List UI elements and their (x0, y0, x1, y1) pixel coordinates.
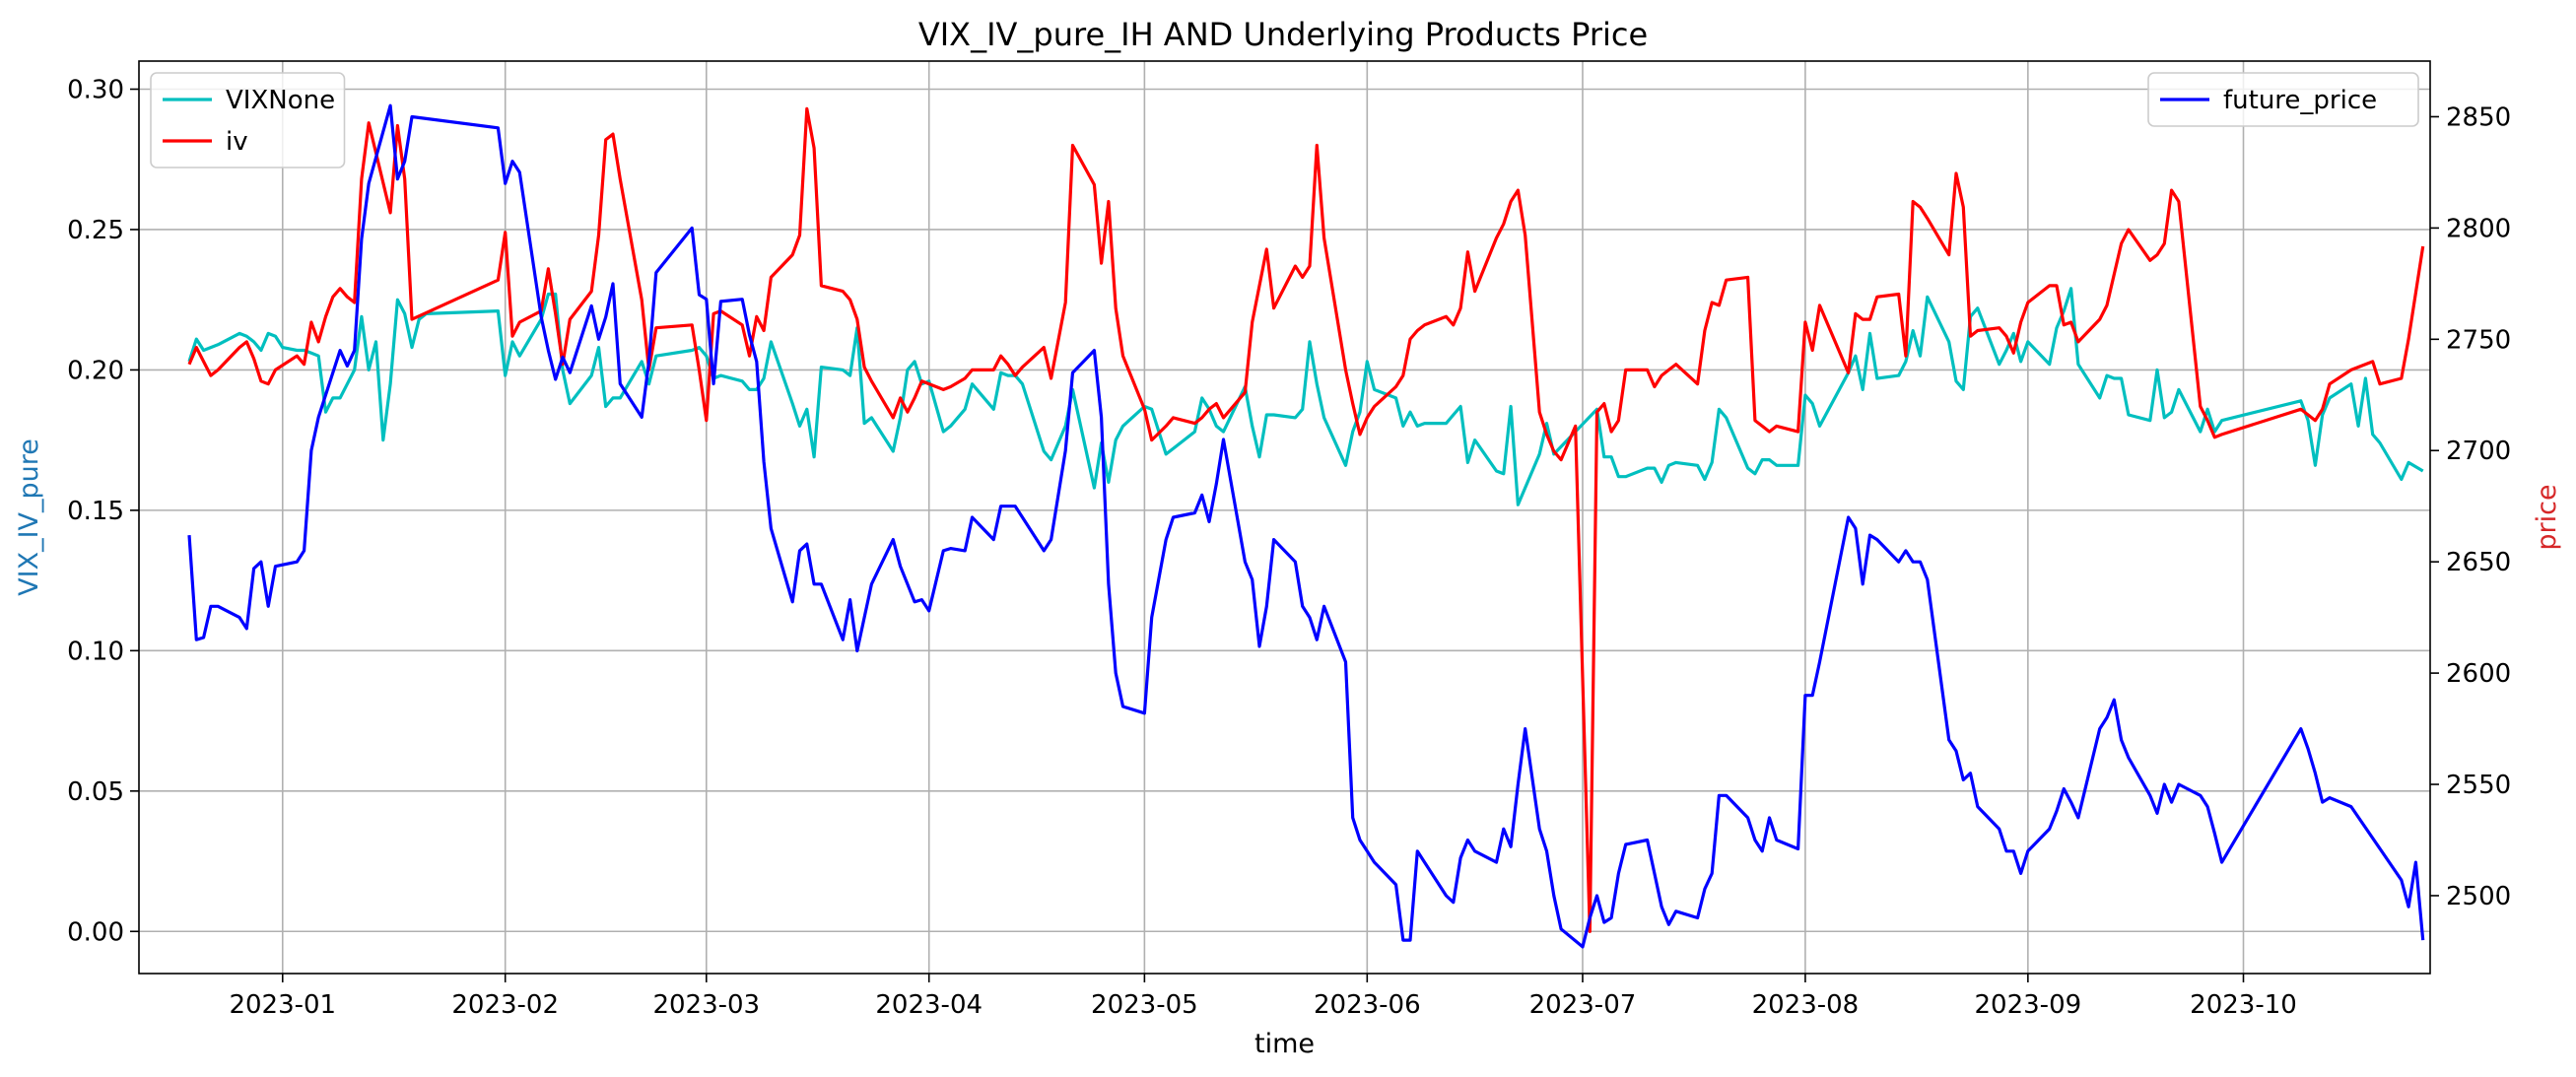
right-y-tick-label: 2600 (2446, 659, 2511, 689)
legend-label: VIXNone (226, 86, 335, 115)
right-y-axis-ticks: 2500 2550 2600 2650 2700 2750 2800 2850 (2430, 102, 2511, 911)
right-y-tick-label: 2850 (2446, 102, 2511, 132)
series-line-future-price (187, 103, 2425, 949)
right-y-axis-title: price (2532, 484, 2562, 550)
left-y-tick-label: 0.20 (67, 356, 124, 385)
legend-right: future_price (2147, 72, 2419, 127)
series-line-iv (187, 106, 2425, 933)
x-tick-label: 2023-08 (1752, 990, 1860, 1020)
left-y-axis-ticks: 0.00 0.05 0.10 0.15 0.20 0.25 0.30 (67, 75, 139, 947)
x-axis-ticks: 2023-01 2023-02 2023-03 2023-04 2023-05 2023-… (229, 974, 2297, 1020)
plot-area-frame (138, 60, 2431, 975)
right-y-tick-label: 2500 (2446, 882, 2511, 911)
chart-title: VIX_IV_pure_IH AND Underlying Products P… (918, 16, 1648, 53)
right-y-tick-label: 2650 (2446, 548, 2511, 577)
x-tick-label: 2023-01 (229, 990, 336, 1020)
x-tick-label: 2023-07 (1529, 990, 1637, 1020)
legend-box (2147, 72, 2419, 127)
left-y-axis-title: VIX_IV_pure (14, 438, 44, 596)
left-y-tick-label: 0.00 (67, 917, 124, 947)
x-tick-label: 2023-10 (2190, 990, 2297, 1020)
x-axis-title: time (1254, 1029, 1315, 1059)
x-tick-label: 2023-02 (451, 990, 559, 1020)
series-layer (187, 103, 2425, 949)
legend-label: iv (226, 127, 248, 157)
x-tick-label: 2023-06 (1314, 990, 1421, 1020)
left-y-tick-label: 0.25 (67, 216, 124, 245)
legend-label: future_price (2223, 86, 2377, 115)
x-tick-label: 2023-05 (1091, 990, 1198, 1020)
right-y-tick-label: 2800 (2446, 214, 2511, 243)
right-y-tick-label: 2750 (2446, 325, 2511, 355)
right-y-tick-label: 2700 (2446, 437, 2511, 466)
grid-lines (139, 61, 2430, 974)
left-y-tick-label: 0.15 (67, 497, 124, 526)
left-y-tick-label: 0.05 (67, 777, 124, 807)
legend-left: VIXNone iv (150, 72, 346, 168)
right-y-tick-label: 2550 (2446, 771, 2511, 800)
legend-box (150, 72, 346, 168)
left-y-tick-label: 0.30 (67, 75, 124, 104)
x-tick-label: 2023-04 (875, 990, 983, 1020)
x-tick-label: 2023-09 (1975, 990, 2082, 1020)
left-y-tick-label: 0.10 (67, 637, 124, 666)
x-tick-label: 2023-03 (652, 990, 760, 1020)
